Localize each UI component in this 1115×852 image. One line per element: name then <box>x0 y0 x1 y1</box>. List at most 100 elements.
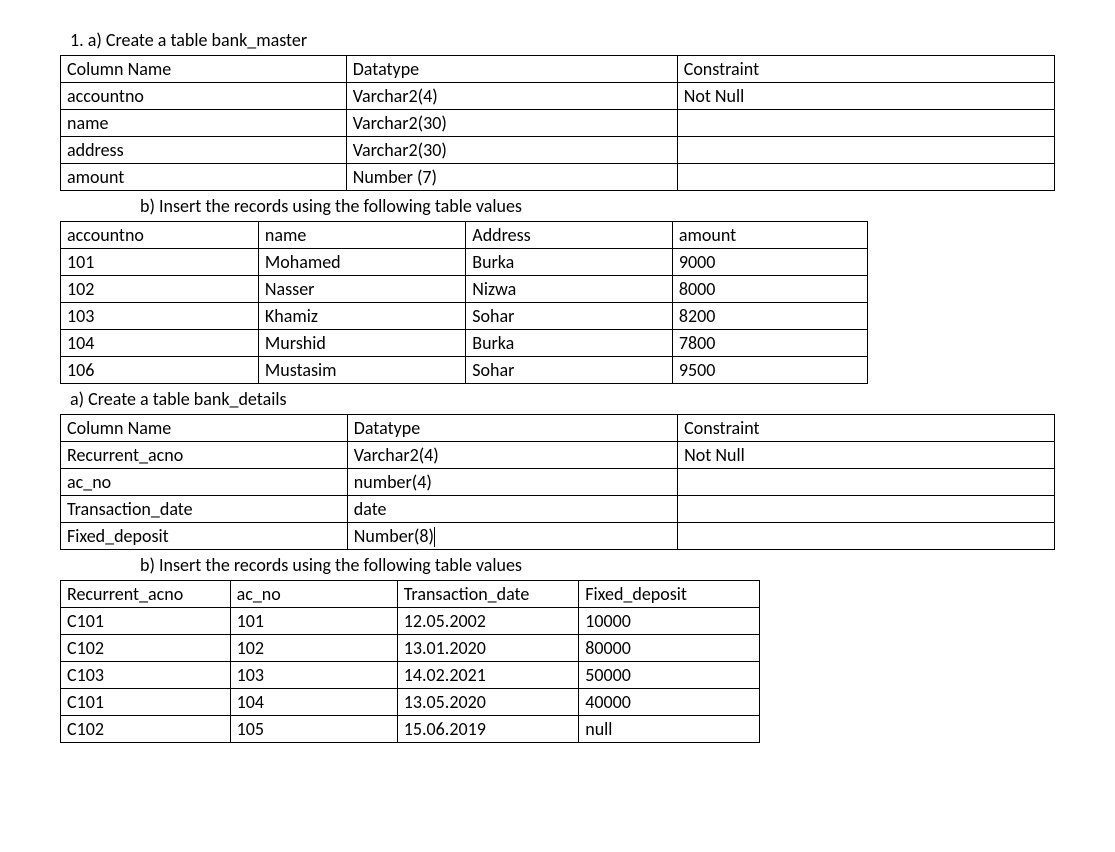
cell: Number (7) <box>346 164 677 191</box>
document-page: 1. a) Create a table bank_master Column … <box>0 0 1115 775</box>
column-header: ac_no <box>230 581 397 608</box>
table-row: C102 102 13.01.2020 80000 <box>61 635 760 662</box>
column-header: Constraint <box>678 415 1055 442</box>
table-row: 102 Nasser Nizwa 8000 <box>61 276 868 303</box>
table-row: accountno name Address amount <box>61 222 868 249</box>
cell: Burka <box>466 330 673 357</box>
cell: 101 <box>61 249 259 276</box>
cell: 101 <box>230 608 397 635</box>
table-row: 104 Murshid Burka 7800 <box>61 330 868 357</box>
cell: Fixed_deposit <box>61 523 348 550</box>
cell <box>678 523 1055 550</box>
table-row: Column Name Datatype Constraint <box>61 56 1055 83</box>
cell: C102 <box>61 635 231 662</box>
cell: Mustasim <box>258 357 465 384</box>
bank-master-data-table: accountno name Address amount 101 Mohame… <box>60 221 868 384</box>
cell: 13.01.2020 <box>397 635 579 662</box>
question-2b-title: b) Insert the records using the followin… <box>140 554 1055 576</box>
table-row: C101 101 12.05.2002 10000 <box>61 608 760 635</box>
text-cursor <box>434 527 435 547</box>
table-row: Fixed_deposit Number(8) <box>61 523 1055 550</box>
table-row: 101 Mohamed Burka 9000 <box>61 249 868 276</box>
cell: 102 <box>61 276 259 303</box>
cell: 7800 <box>672 330 867 357</box>
bank-master-schema-table: Column Name Datatype Constraint accountn… <box>60 55 1055 191</box>
cell: C102 <box>61 716 231 743</box>
table-row: Recurrent_acno ac_no Transaction_date Fi… <box>61 581 760 608</box>
cell: 104 <box>230 689 397 716</box>
cell-text: Fixed_deposit <box>67 525 169 547</box>
cell: accountno <box>61 83 347 110</box>
cell <box>677 137 1054 164</box>
cell: 103 <box>230 662 397 689</box>
table-row: accountno Varchar2(4) Not Null <box>61 83 1055 110</box>
cell: 103 <box>61 303 259 330</box>
cell: date <box>347 496 677 523</box>
cell: Varchar2(30) <box>346 137 677 164</box>
cell <box>678 496 1055 523</box>
cell-text: Number(8) <box>354 525 434 547</box>
cell <box>677 164 1054 191</box>
cell: Recurrent_acno <box>61 442 348 469</box>
cell: Transaction_date <box>61 496 348 523</box>
cell: ac_no <box>61 469 348 496</box>
cell: 9000 <box>672 249 867 276</box>
question-2a-title: a) Create a table bank_details <box>70 388 1055 410</box>
bank-details-data-table: Recurrent_acno ac_no Transaction_date Fi… <box>60 580 760 743</box>
column-header: Constraint <box>677 56 1054 83</box>
column-header: name <box>258 222 465 249</box>
cell: name <box>61 110 347 137</box>
cell: 14.02.2021 <box>397 662 579 689</box>
cell: Varchar2(30) <box>346 110 677 137</box>
column-header: Fixed_deposit <box>579 581 760 608</box>
table-row: 103 Khamiz Sohar 8200 <box>61 303 868 330</box>
column-header: Datatype <box>347 415 677 442</box>
table-row: amount Number (7) <box>61 164 1055 191</box>
table-row: C101 104 13.05.2020 40000 <box>61 689 760 716</box>
cell: 50000 <box>579 662 760 689</box>
cell <box>677 110 1054 137</box>
cell: Varchar2(4) <box>347 442 677 469</box>
cell: number(4) <box>347 469 677 496</box>
cell: Mohamed <box>258 249 465 276</box>
cell: Nasser <box>258 276 465 303</box>
column-header: Recurrent_acno <box>61 581 231 608</box>
column-header: accountno <box>61 222 259 249</box>
cell: Nizwa <box>466 276 673 303</box>
cell: null <box>579 716 760 743</box>
table-row: Column Name Datatype Constraint <box>61 415 1055 442</box>
cell: 106 <box>61 357 259 384</box>
column-header: amount <box>672 222 867 249</box>
table-row: Recurrent_acno Varchar2(4) Not Null <box>61 442 1055 469</box>
cell: C103 <box>61 662 231 689</box>
cell: 40000 <box>579 689 760 716</box>
cell: C101 <box>61 689 231 716</box>
question-1a-title: 1. a) Create a table bank_master <box>70 29 1055 51</box>
cell <box>678 469 1055 496</box>
cell: 8200 <box>672 303 867 330</box>
cell: 105 <box>230 716 397 743</box>
column-header: Column Name <box>61 56 347 83</box>
cell: Varchar2(4) <box>346 83 677 110</box>
cell: C101 <box>61 608 231 635</box>
table-row: address Varchar2(30) <box>61 137 1055 164</box>
cell: 10000 <box>579 608 760 635</box>
cell: 104 <box>61 330 259 357</box>
cell: address <box>61 137 347 164</box>
table-row: 106 Mustasim Sohar 9500 <box>61 357 868 384</box>
table-row: name Varchar2(30) <box>61 110 1055 137</box>
cell: Number(8) <box>347 523 677 550</box>
cell: 8000 <box>672 276 867 303</box>
table-row: ac_no number(4) <box>61 469 1055 496</box>
cell: Not Null <box>678 442 1055 469</box>
column-header: Address <box>466 222 673 249</box>
cell: 9500 <box>672 357 867 384</box>
bank-details-schema-table: Column Name Datatype Constraint Recurren… <box>60 414 1055 550</box>
cell: 102 <box>230 635 397 662</box>
cell: 15.06.2019 <box>397 716 579 743</box>
table-row: C103 103 14.02.2021 50000 <box>61 662 760 689</box>
table-row: C102 105 15.06.2019 null <box>61 716 760 743</box>
cell: Murshid <box>258 330 465 357</box>
cell: Burka <box>466 249 673 276</box>
question-1b-title: b) Insert the records using the followin… <box>140 195 1055 217</box>
